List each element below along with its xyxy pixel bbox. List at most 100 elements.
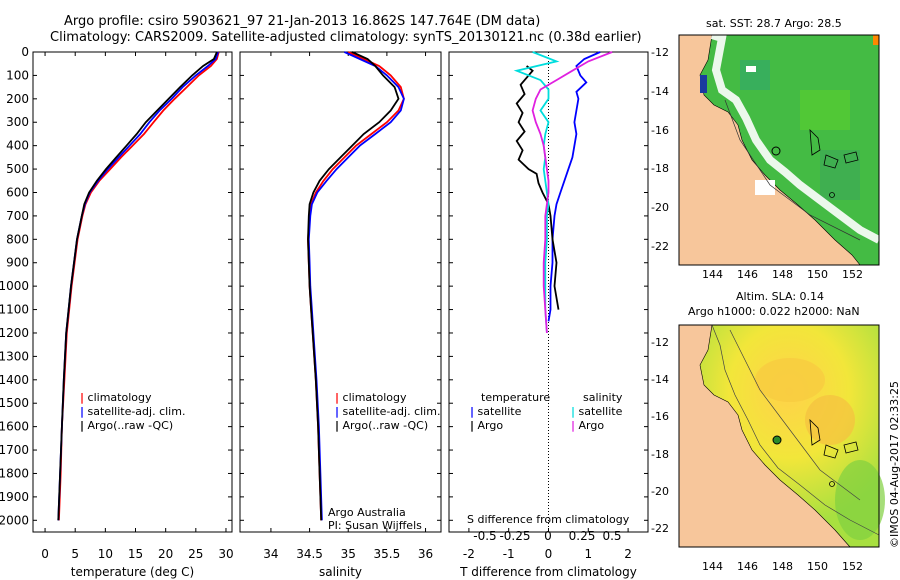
sst-cloud-patch xyxy=(755,180,775,195)
sst-map-title: sat. SST: 28.7 Argo: 28.5 xyxy=(706,17,842,30)
y-tick-label: 1900 xyxy=(0,490,29,504)
x-tick-label: 15 xyxy=(128,547,143,561)
sst-land xyxy=(678,34,861,266)
legend-label: satellite-adj. clim. xyxy=(87,405,186,418)
lon-tick-label: 150 xyxy=(807,268,828,281)
y-tick-label: 100 xyxy=(6,68,29,82)
x-tick-label: 25 xyxy=(188,547,203,561)
y-tick-label: 900 xyxy=(6,256,29,270)
lat-tick-label: -16 xyxy=(651,410,669,424)
x-tick-label: 20 xyxy=(158,547,173,561)
sla-contour xyxy=(711,324,880,536)
y-tick-label: 1400 xyxy=(0,373,29,387)
legend2-satellite: | satellite-adj. clim. xyxy=(335,405,440,418)
legend-label: Argo xyxy=(578,419,605,432)
s-tick-label: -0.5 xyxy=(473,529,496,543)
sla-high xyxy=(755,358,825,402)
sst-frame xyxy=(678,34,880,266)
sst-patch-warm xyxy=(873,35,879,45)
x-axis-label: salinity xyxy=(319,565,362,579)
sst-patch xyxy=(800,90,850,130)
sst-argo-marker xyxy=(771,146,781,156)
legend2-argo: | Argo(..raw -QC) xyxy=(335,419,428,432)
diff-legend-salinity: salinity xyxy=(583,391,623,404)
s-tick-label: 0.25 xyxy=(569,529,596,543)
lat-tick-label: -12 xyxy=(651,336,669,349)
x-tick-label: 34.5 xyxy=(296,547,323,561)
lat-tick-label: -18 xyxy=(651,162,669,176)
salinity-panel: 34 34.5 35 35.5 36 salinity xyxy=(239,51,442,579)
y-tick-label: 1700 xyxy=(0,443,29,457)
legend-swatch-climatology: | xyxy=(335,391,340,404)
y-tick-label: 1100 xyxy=(0,303,29,317)
legend-label: satellite-adj. clim. xyxy=(342,405,441,418)
legend2-climatology: | climatology xyxy=(335,391,406,404)
legend-swatch-satellite: | xyxy=(335,405,340,418)
s-axis-label: S difference from climatology xyxy=(467,513,630,526)
legend-swatch-climatology: | xyxy=(80,391,85,404)
diff-legend-t-satellite: | satellite xyxy=(470,405,521,418)
profile-charts: 0100200300400500600700800900100011001200… xyxy=(0,45,649,579)
y-tick-label: 1500 xyxy=(0,396,29,410)
x-tick-label: -1 xyxy=(503,547,515,561)
lon-tick-label: 146 xyxy=(737,268,758,281)
timestamp: ©IMOS 04-Aug-2017 02:33:25 xyxy=(888,381,900,548)
diff-legend-temperature: temperature xyxy=(481,391,551,404)
legend-swatch-argo-s: | xyxy=(571,419,576,432)
lon-tick-label: 148 xyxy=(772,560,793,573)
lon-tick-label: 150 xyxy=(807,560,828,573)
sst-cloud xyxy=(710,31,881,244)
legend-label: satellite xyxy=(578,405,623,418)
diff-legend-t-argo: | Argo xyxy=(470,419,503,432)
legend-label: climatology xyxy=(342,391,407,404)
x-tick-label: 10 xyxy=(98,547,113,561)
y-tick-label: 400 xyxy=(6,139,29,153)
sla-map-title-1: Altim. SLA: 0.14 xyxy=(736,290,825,303)
sla-frame xyxy=(678,324,880,548)
legend-label: Argo(..raw -QC) xyxy=(342,419,429,432)
x-tick-label: 0 xyxy=(545,547,553,561)
sst-map-bg xyxy=(679,35,879,265)
sla-land xyxy=(678,324,851,548)
s-tick-label: 0 xyxy=(544,529,552,543)
x-tick-label: 36 xyxy=(418,547,433,561)
legend-label: Argo xyxy=(477,419,504,432)
y-tick-label: 800 xyxy=(6,232,29,246)
x-tick-label: 35 xyxy=(341,547,356,561)
series-line-2 xyxy=(515,65,560,310)
title-line-1: Argo profile: csiro 5903621_97 21-Jan-20… xyxy=(64,14,541,29)
sst-patch-blue xyxy=(700,75,707,93)
series-line-3 xyxy=(307,51,400,521)
lat-tick-label: -22 xyxy=(651,240,669,253)
x-tick-label: 34 xyxy=(263,547,278,561)
sla-contour xyxy=(729,329,861,501)
y-tick-label: 2000 xyxy=(0,513,29,527)
y-tick-label: 300 xyxy=(6,115,29,129)
legend-argo: | Argo(..raw -QC) xyxy=(80,419,173,432)
sla-island xyxy=(829,481,835,487)
legend-swatch-satellite: | xyxy=(80,405,85,418)
x-tick-label: 5 xyxy=(71,547,79,561)
lat-tick-label: -20 xyxy=(651,201,669,215)
s-tick-label: -0.25 xyxy=(499,529,530,543)
plot-frame xyxy=(32,51,233,533)
lat-tick-label: -22 xyxy=(651,522,669,535)
y-tick-label: 200 xyxy=(6,92,29,106)
sst-map xyxy=(678,31,881,266)
plot-frame xyxy=(239,51,442,533)
lat-tick-label: -18 xyxy=(651,447,669,461)
x-tick-label: 1 xyxy=(584,547,592,561)
legend-swatch-argo: | xyxy=(470,419,475,432)
legend-satellite: | satellite-adj. clim. xyxy=(80,405,185,418)
x-tick-label: -2 xyxy=(463,547,475,561)
lat-tick-label: -20 xyxy=(651,484,669,498)
y-tick-label: 1600 xyxy=(0,420,29,434)
y-tick-label: 1800 xyxy=(0,466,29,480)
series-line-4 xyxy=(531,51,613,334)
y-tick-label: 1000 xyxy=(0,279,29,293)
legend-label: climatology xyxy=(87,391,152,404)
sst-cloud-patch xyxy=(746,66,756,72)
credit-line-1: Argo Australia xyxy=(328,506,406,519)
y-tick-label: 1200 xyxy=(0,326,29,340)
s-tick-label: 0.5 xyxy=(602,529,621,543)
